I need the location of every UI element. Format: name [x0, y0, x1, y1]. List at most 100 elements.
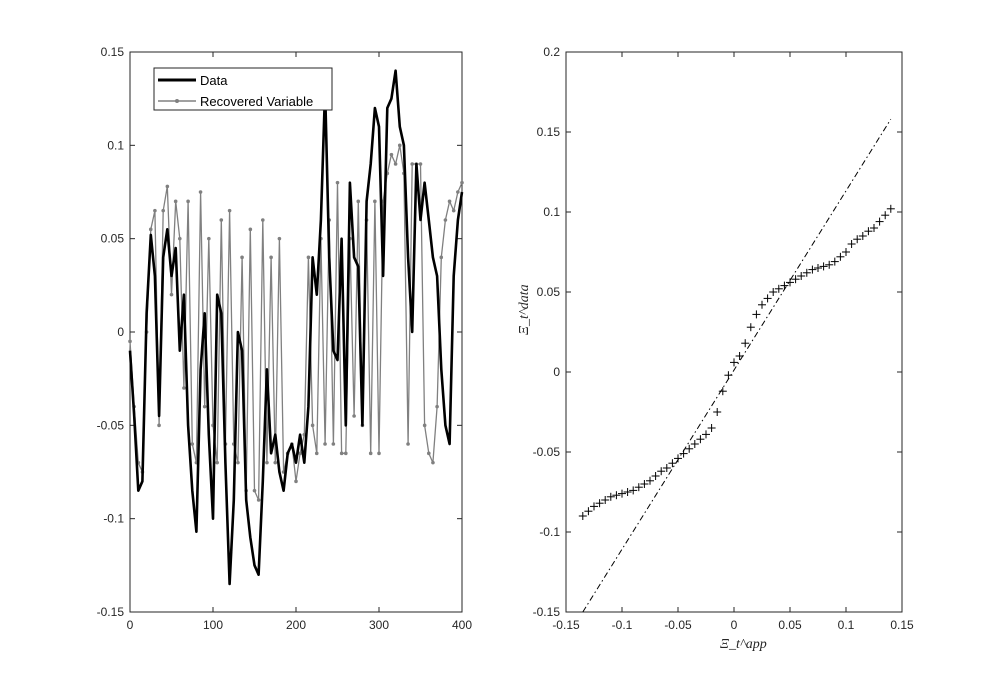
scatter-point [858, 232, 867, 240]
y-tick-label: -0.05 [533, 445, 561, 459]
recovered-point [439, 255, 444, 260]
scatter-point [612, 491, 621, 500]
recovered-point [410, 162, 415, 166]
scatter-point [702, 430, 710, 439]
x-tick-label: 100 [203, 618, 223, 632]
y-tick-label: 0 [553, 365, 560, 379]
scatter-point [763, 294, 772, 303]
scatter-point [629, 486, 638, 495]
y-tick-label: -0.15 [533, 605, 561, 619]
legend-label-data: Data [200, 73, 228, 88]
recovered-point [356, 199, 361, 204]
recovered-point [202, 404, 207, 409]
recovered-point [178, 236, 182, 241]
y-tick-label: 0.05 [101, 232, 125, 246]
scatter-point [808, 265, 817, 274]
x-tick-label: 400 [452, 618, 472, 632]
x-tick-label: 0.15 [890, 618, 914, 632]
recovered-point [169, 292, 174, 297]
scatter-point [679, 449, 688, 458]
y-tick-label: -0.1 [103, 512, 124, 526]
scatter-point [718, 387, 727, 396]
x-tick-label: -0.15 [552, 618, 580, 632]
scatter-point [875, 217, 884, 226]
scatter-point [814, 264, 822, 272]
recovered-point [443, 218, 448, 222]
recovered-point [277, 236, 282, 241]
recovered-point [182, 386, 186, 390]
recovered-point [431, 460, 435, 465]
recovered-point [128, 339, 132, 344]
scatter-point [696, 435, 705, 444]
scatter-point [870, 224, 878, 232]
recovered-point [273, 460, 278, 465]
scatter-point [674, 454, 682, 463]
recovered-point [352, 414, 356, 418]
recovered-point [451, 208, 456, 213]
recovered-point [460, 180, 464, 185]
scatter-point [847, 240, 856, 248]
recovered-point [294, 479, 298, 484]
recovered-point [157, 423, 161, 428]
scatter-point [746, 323, 755, 332]
recovered-point [148, 227, 153, 232]
scatter-point [590, 502, 598, 511]
legend-label-recovered: Recovered Variable [200, 94, 313, 109]
scatter-point [707, 424, 716, 432]
recovered-point [435, 404, 439, 409]
recovered-point [373, 199, 377, 204]
recovered-point [227, 208, 232, 213]
scatter-point [853, 235, 862, 244]
recovered-point [252, 488, 257, 493]
recovered-point [186, 199, 190, 204]
scatter-point [584, 507, 593, 516]
scatter-point [713, 408, 722, 416]
scatter-point [769, 288, 778, 296]
scatter-point [618, 489, 626, 498]
recovered-point [161, 208, 165, 213]
recovered-point [153, 208, 157, 213]
scatter-point [864, 227, 873, 236]
recovered-point [215, 460, 219, 465]
recovered-point [331, 442, 336, 446]
scatter-point [606, 492, 615, 501]
scatter-point [741, 339, 750, 348]
x-tick-label: -0.1 [612, 618, 633, 632]
recovered-point [306, 255, 311, 260]
y-tick-label: 0 [117, 325, 124, 339]
scatter-point [735, 352, 744, 360]
x-tick-label: 0.1 [838, 618, 855, 632]
y-tick-label: 0.05 [537, 285, 561, 299]
scatter-point [651, 472, 660, 480]
scatter-point [886, 204, 895, 213]
scatter-point [657, 467, 666, 476]
legend-marker-recovered [175, 99, 179, 103]
y-tick-label: -0.1 [539, 525, 560, 539]
right-y-ticks: -0.15 -0.1 -0.05 0 0.05 0.1 0.15 0.2 [533, 45, 902, 619]
scatter-point [802, 268, 811, 277]
y-tick-label: 0.15 [101, 45, 125, 59]
recovered-point [248, 227, 253, 232]
scatter-point [730, 358, 738, 367]
scatter-point [842, 248, 850, 256]
legend-box [153, 67, 333, 111]
y-tick-label: -0.05 [97, 418, 125, 432]
scatter-point [668, 459, 677, 468]
y-tick-label: 0.2 [543, 45, 560, 59]
recovered-point [447, 199, 452, 204]
x-tick-label: 200 [286, 618, 306, 632]
recovered-point [261, 218, 265, 222]
x-tick-label: 0 [731, 618, 738, 632]
scatter-point [819, 262, 828, 271]
y-tick-label: 0.15 [537, 125, 561, 139]
scatter-point [780, 281, 789, 290]
recovered-point [422, 423, 427, 428]
recovered-point [314, 451, 319, 456]
y-tick-label: -0.15 [97, 605, 125, 619]
scatter-point [758, 300, 766, 309]
scatter-point [601, 496, 610, 504]
scatter-point [646, 476, 654, 485]
recovered-point [397, 143, 402, 148]
legend: Data Recovered Variable [153, 67, 333, 111]
time-series-panel: 0 100 200 300 400 -0.15 -0.1 -0.05 0 0.05 0.1 0.15… [97, 45, 473, 632]
